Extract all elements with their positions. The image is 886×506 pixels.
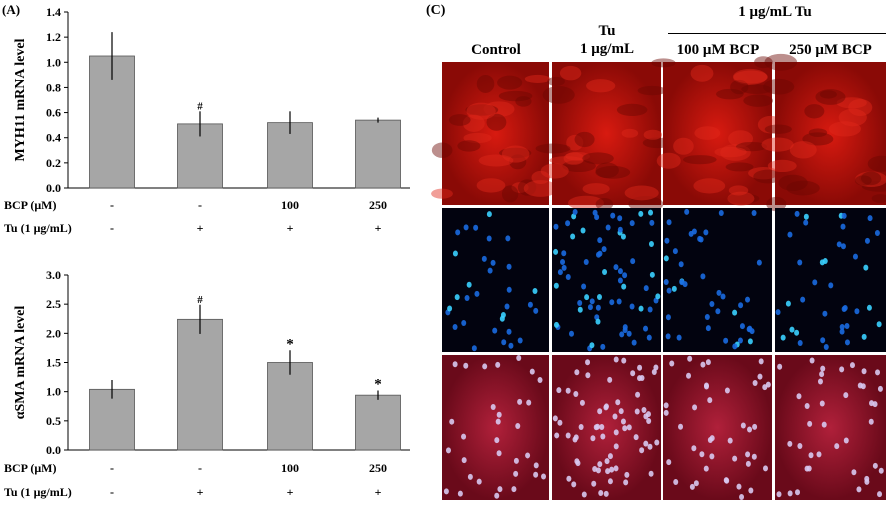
condition-cell: - [198,461,202,475]
bar [89,388,135,451]
condition-cell: - [110,221,114,235]
y-tick-label: 2.5 [46,297,61,311]
y-tick-label: 0.6 [46,106,61,120]
col-header-bcp250: 250 μM BCP [789,42,872,58]
col-header-bcp100: 100 μM BCP [676,42,760,58]
y-tick-label: 1.0 [46,385,61,399]
y-axis-label: αSMA mRNA level [13,306,28,420]
condition-cell: + [375,485,382,499]
y-tick-label: 3.0 [46,268,61,282]
condition-cell: - [110,461,114,475]
y-tick-label: 0.2 [46,156,61,170]
bar [355,119,401,189]
significance-mark: # [197,100,203,112]
condition-cell: - [110,485,114,499]
condition-cell: + [375,221,382,235]
col-header-control: Control [471,42,521,58]
condition-cell: - [198,198,202,212]
bar [355,394,401,451]
group-header: 1 μg/mL Tu [738,4,812,20]
y-tick-label: 1.0 [46,55,61,69]
panel-c-label: (C) [426,3,446,18]
significance-mark: # [197,294,203,306]
condition-cell: + [287,485,294,499]
condition-cell: 250 [369,461,387,475]
y-tick-label: 1.2 [46,30,61,44]
condition-row-label: Tu (1 μg/mL) [4,485,72,499]
condition-cell: - [110,198,114,212]
y-tick-label: 1.4 [46,5,61,19]
y-tick-label: 0.8 [46,80,61,94]
condition-cell: + [197,221,204,235]
bar [267,362,313,451]
bar [177,318,223,451]
panel-label: (A) [2,2,20,17]
y-tick-label: 0.0 [46,181,61,195]
significance-mark: * [286,336,294,352]
y-tick-label: 0.0 [46,443,61,457]
condition-cell: 100 [281,461,299,475]
group-divider [668,33,886,34]
y-tick-label: 0.5 [46,414,61,428]
condition-cell: 250 [369,198,387,212]
col-header-tu-line2: 1 μg/mL [580,41,634,57]
y-tick-label: 1.5 [46,356,61,370]
y-axis-label: MYH11 mRNA level [13,38,28,161]
condition-cell: 100 [281,198,299,212]
condition-row-label: BCP (μM) [4,198,56,212]
col-header-tu-line1: Tu [598,23,616,39]
condition-row-label: Tu (1 μg/mL) [4,221,72,235]
significance-mark: * [374,377,382,393]
condition-cell: + [197,485,204,499]
condition-cell: + [287,221,294,235]
condition-row-label: BCP (μM) [4,461,56,475]
y-tick-label: 0.4 [46,131,61,145]
y-tick-label: 2.0 [46,326,61,340]
